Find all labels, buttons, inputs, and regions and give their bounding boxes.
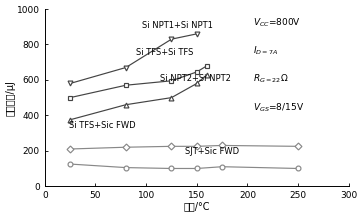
Text: $I_{D=7A}$: $I_{D=7A}$ — [253, 44, 278, 57]
Text: $V_{CC}$=800V: $V_{CC}$=800V — [253, 16, 301, 29]
X-axis label: 结温/°C: 结温/°C — [184, 201, 210, 211]
Text: Si NPT1+Si NPT1: Si NPT1+Si NPT1 — [142, 21, 213, 30]
Text: SJT+Sic FWD: SJT+Sic FWD — [185, 147, 239, 156]
Y-axis label: 导通能量/μJ: 导通能量/μJ — [5, 80, 16, 116]
Text: $R_{G=22}\Omega$: $R_{G=22}\Omega$ — [253, 73, 289, 85]
Text: Si NPT2+Si NPT2: Si NPT2+Si NPT2 — [160, 74, 231, 84]
Text: Si TFS+Si TFS: Si TFS+Si TFS — [136, 48, 193, 57]
Text: Si TFS+Sic FWD: Si TFS+Sic FWD — [69, 120, 136, 130]
Text: $V_{GS}$=8/15V: $V_{GS}$=8/15V — [253, 101, 304, 114]
